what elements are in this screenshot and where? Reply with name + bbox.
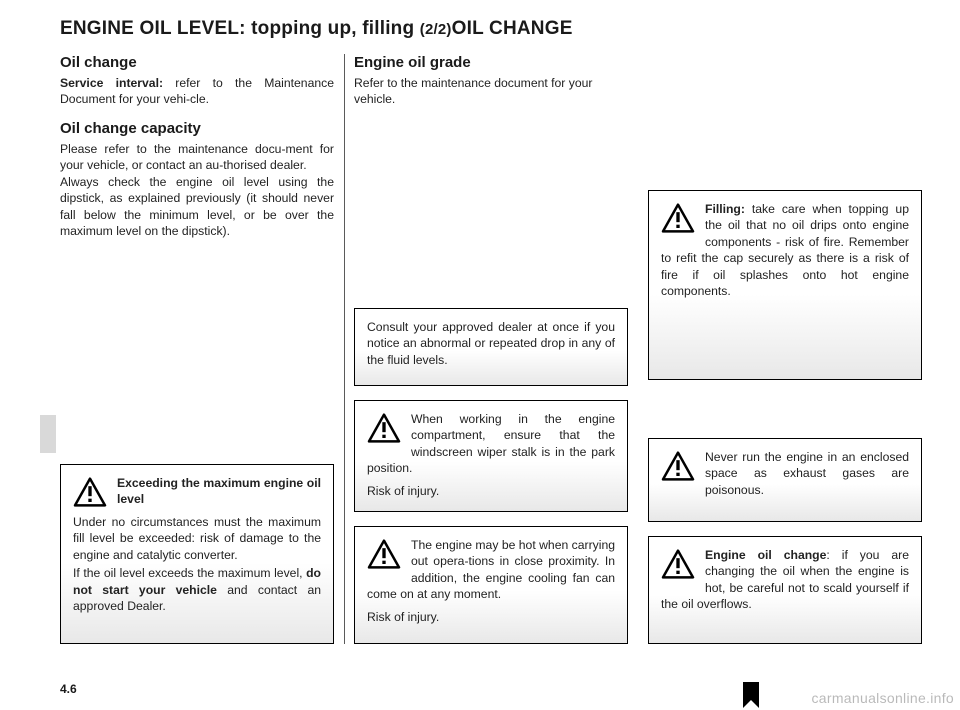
heading-oil-change: Oil change [60,54,334,71]
warning-icon [367,539,401,569]
warning-wiper-stalk: When working in the engine compartment, … [354,400,628,512]
warning-max-level: Exceeding the maximum engine oil level U… [60,464,334,644]
title-part: (2/2) [420,21,452,38]
warning-filling: Filling: take care when topping up the o… [648,190,922,380]
warning-max-para1: Under no circumstances must the maximum … [73,514,321,563]
hot-engine-text: The engine may be hot when carrying out … [367,538,615,601]
column-1: Oil change Service interval: refer to th… [60,54,334,644]
column-divider [344,54,345,644]
warning-exhaust: Never run the engine in an enclosed spac… [648,438,922,522]
heading-capacity: Oil change capacity [60,120,334,137]
warning-icon [73,477,107,507]
exhaust-text: Never run the engine in an enclosed spac… [705,450,909,497]
manual-page: ENGINE OIL LEVEL: topping up, filling (2… [0,0,960,710]
filling-lead: Filling: [705,202,745,216]
consult-text: Consult your approved dealer at once if … [367,320,615,367]
warning-icon [661,203,695,233]
column-2: Engine oil grade Refer to the maintenanc… [354,54,628,644]
title-main: ENGINE OIL LEVEL: topping up, filling [60,18,420,39]
oil-change-lead: Engine oil change [705,548,826,562]
content-columns: Oil change Service interval: refer to th… [60,54,922,644]
service-interval-text: Service interval: refer to the Maintenan… [60,75,334,108]
page-number: 4.6 [60,682,77,696]
section-tab [40,415,56,453]
warning-max-para2: If the oil level exceeds the maximum lev… [73,565,321,614]
warning-icon [367,413,401,443]
warning-max-title: Exceeding the maximum engine oil level [117,476,321,506]
column-3: Filling: take care when topping up the o… [648,54,922,644]
title-tail: OIL CHANGE [452,18,573,39]
warning-oil-change: Engine oil change: if you are changing t… [648,536,922,644]
hot-engine-risk: Risk of injury. [367,609,615,625]
warning-hot-engine: The engine may be hot when carrying out … [354,526,628,644]
watermark: carmanualsonline.info [812,690,955,706]
oil-grade-text: Refer to the maintenance document for yo… [354,75,628,108]
bookmark-icon [742,682,760,710]
wiper-text: When working in the engine compartment, … [367,412,615,475]
warning-icon [661,549,695,579]
wiper-risk: Risk of injury. [367,483,615,499]
page-title: ENGINE OIL LEVEL: topping up, filling (2… [60,18,922,40]
heading-oil-grade: Engine oil grade [354,54,628,71]
notice-consult-dealer: Consult your approved dealer at once if … [354,308,628,386]
filling-rest: take care when topping up the oil that n… [661,202,909,298]
service-interval-lead: Service interval: [60,76,163,90]
warning-icon [661,451,695,481]
capacity-text: Please refer to the maintenance docu-men… [60,141,334,240]
